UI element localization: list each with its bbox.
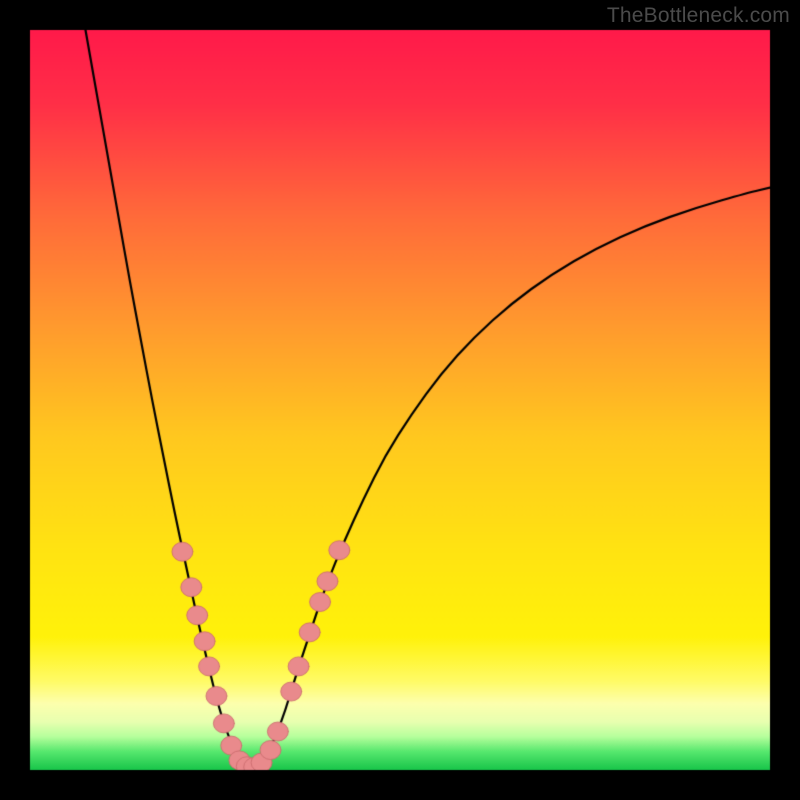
watermark-text: TheBottleneck.com — [607, 4, 790, 28]
chart-stage: TheBottleneck.com — [0, 0, 800, 800]
bottleneck-curve-chart — [0, 0, 800, 800]
